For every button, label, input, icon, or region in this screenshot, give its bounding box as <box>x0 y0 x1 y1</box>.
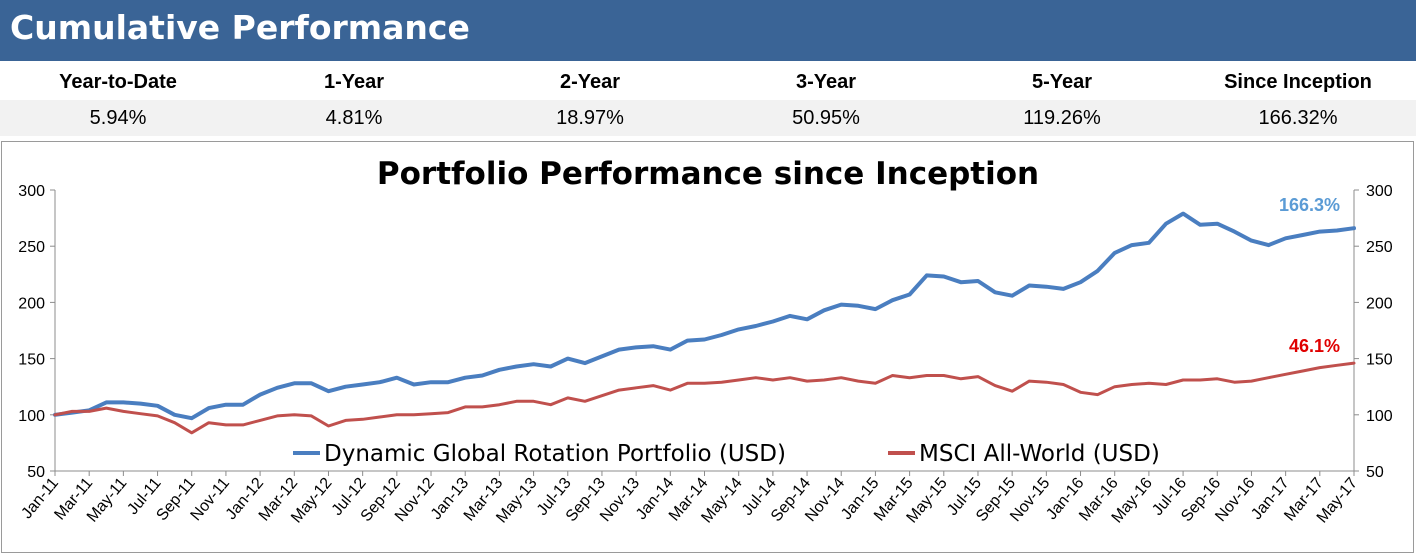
period-value-ytd: 5.94% <box>89 107 147 129</box>
period-label-3y: 3-Year <box>795 71 857 93</box>
y-tick-label-left: 50 <box>27 464 45 481</box>
period-value-inception: 166.32% <box>1258 107 1338 129</box>
y-tick-label-right: 250 <box>1366 239 1393 256</box>
period-label-inception: Since Inception <box>1224 71 1372 93</box>
y-tick-label-left: 300 <box>18 183 45 200</box>
msci-end-label: 46.1% <box>1289 336 1340 356</box>
performance-period-labels: Year-to-Date 1-Year 2-Year 3-Year 5-Year… <box>0 64 1416 100</box>
period-label-ytd: Year-to-Date <box>59 71 177 93</box>
y-tick-label-left: 200 <box>18 295 45 312</box>
y-tick-label-left: 100 <box>18 408 45 425</box>
period-label-1y: 1-Year <box>323 71 385 93</box>
y-tick-label-left: 250 <box>18 239 45 256</box>
y-tick-label-right: 100 <box>1366 408 1393 425</box>
period-value-2y: 18.97% <box>556 107 624 129</box>
page-title: Cumulative Performance <box>10 8 470 47</box>
y-tick-label-right: 150 <box>1366 352 1393 369</box>
portfolio-end-label: 166.3% <box>1279 195 1340 215</box>
header-bar: Cumulative Performance <box>0 0 1416 61</box>
chart-title: Portfolio Performance since Inception <box>377 156 1039 192</box>
chart-frame <box>1 141 1414 553</box>
y-tick-label-right: 200 <box>1366 295 1393 312</box>
period-label-5y: 5-Year <box>1031 71 1093 93</box>
y-tick-label-left: 150 <box>18 352 45 369</box>
legend-label-msci: MSCI All-World (USD) <box>919 441 1160 467</box>
portfolio-series-line <box>53 211 1356 421</box>
period-label-2y: 2-Year <box>559 71 621 93</box>
chart-legend: Dynamic Global Rotation Portfolio (USD) M… <box>293 441 1160 467</box>
performance-values: 5.94% 4.81% 18.97% 50.95% 119.26% 166.32… <box>0 100 1416 136</box>
period-value-3y: 50.95% <box>792 107 860 129</box>
msci-series-line <box>53 361 1356 435</box>
legend-label-portfolio: Dynamic Global Rotation Portfolio (USD) <box>324 441 786 467</box>
y-tick-label-right: 300 <box>1366 183 1393 200</box>
period-value-1y: 4.81% <box>325 107 383 129</box>
y-tick-label-right: 50 <box>1366 464 1384 481</box>
period-value-5y: 119.26% <box>1023 107 1101 129</box>
